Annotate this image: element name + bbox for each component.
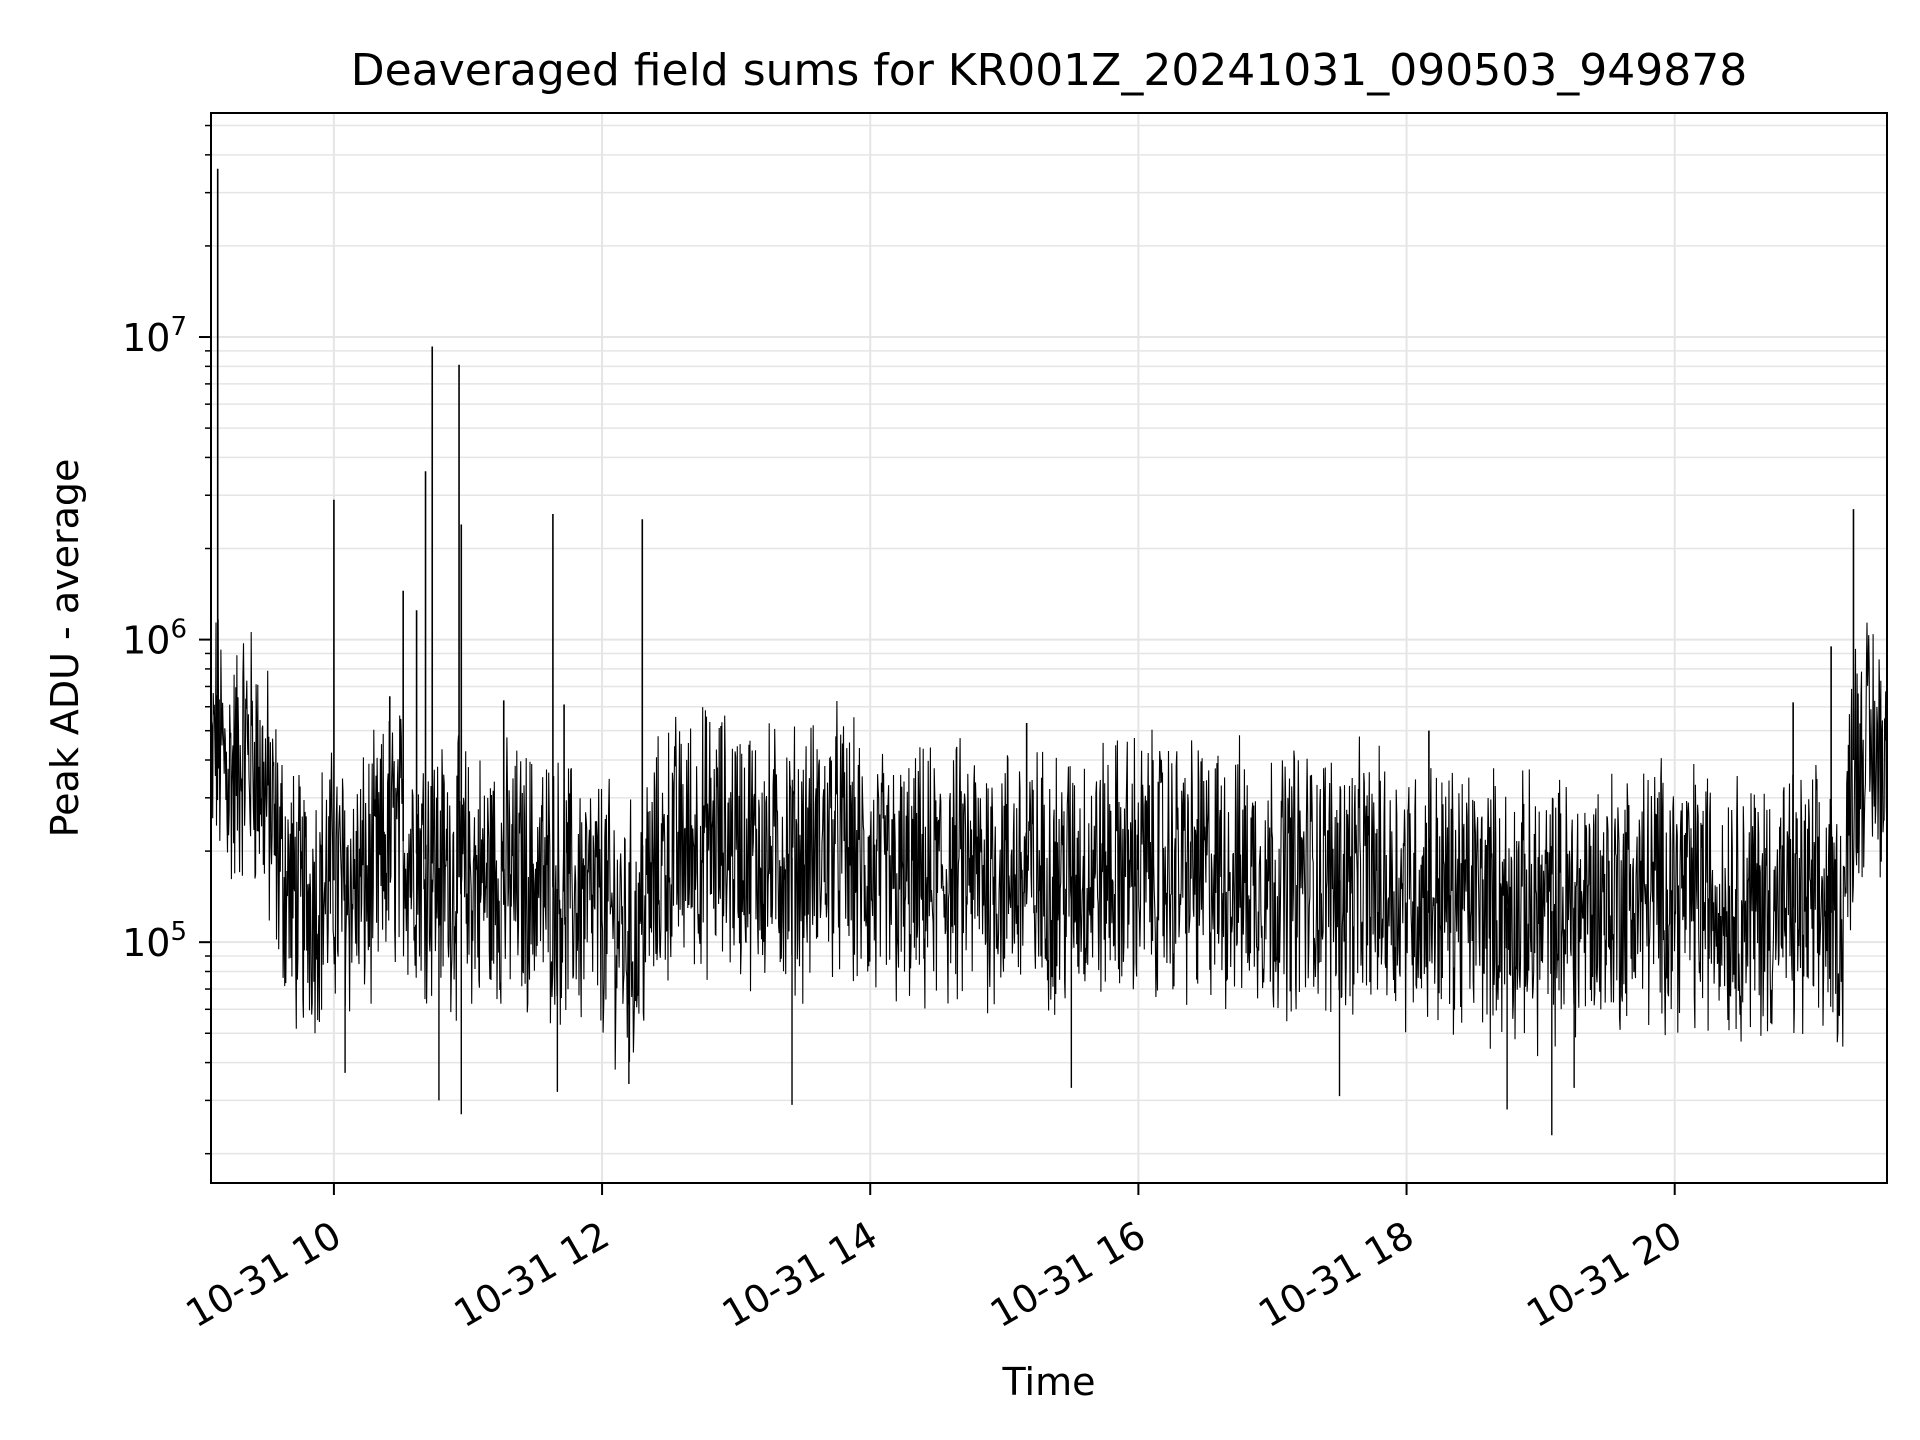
y-axis-label: Peak ADU - average [43, 459, 87, 838]
plot-frame [210, 112, 1888, 1184]
grid [211, 113, 1887, 1183]
chart-title: Deaveraged field sums for KR001Z_2024103… [351, 45, 1747, 96]
x-axis-label: Time [1002, 1360, 1096, 1404]
y-tick-label: 106 [122, 615, 187, 663]
series-line [211, 619, 1887, 1070]
series-group [211, 168, 1887, 1136]
y-tick-label: 105 [122, 917, 187, 965]
plot-area [211, 168, 1887, 1136]
y-tick-label: 107 [122, 312, 187, 360]
y-axis-ticks: 105 106 107 [122, 124, 211, 1155]
